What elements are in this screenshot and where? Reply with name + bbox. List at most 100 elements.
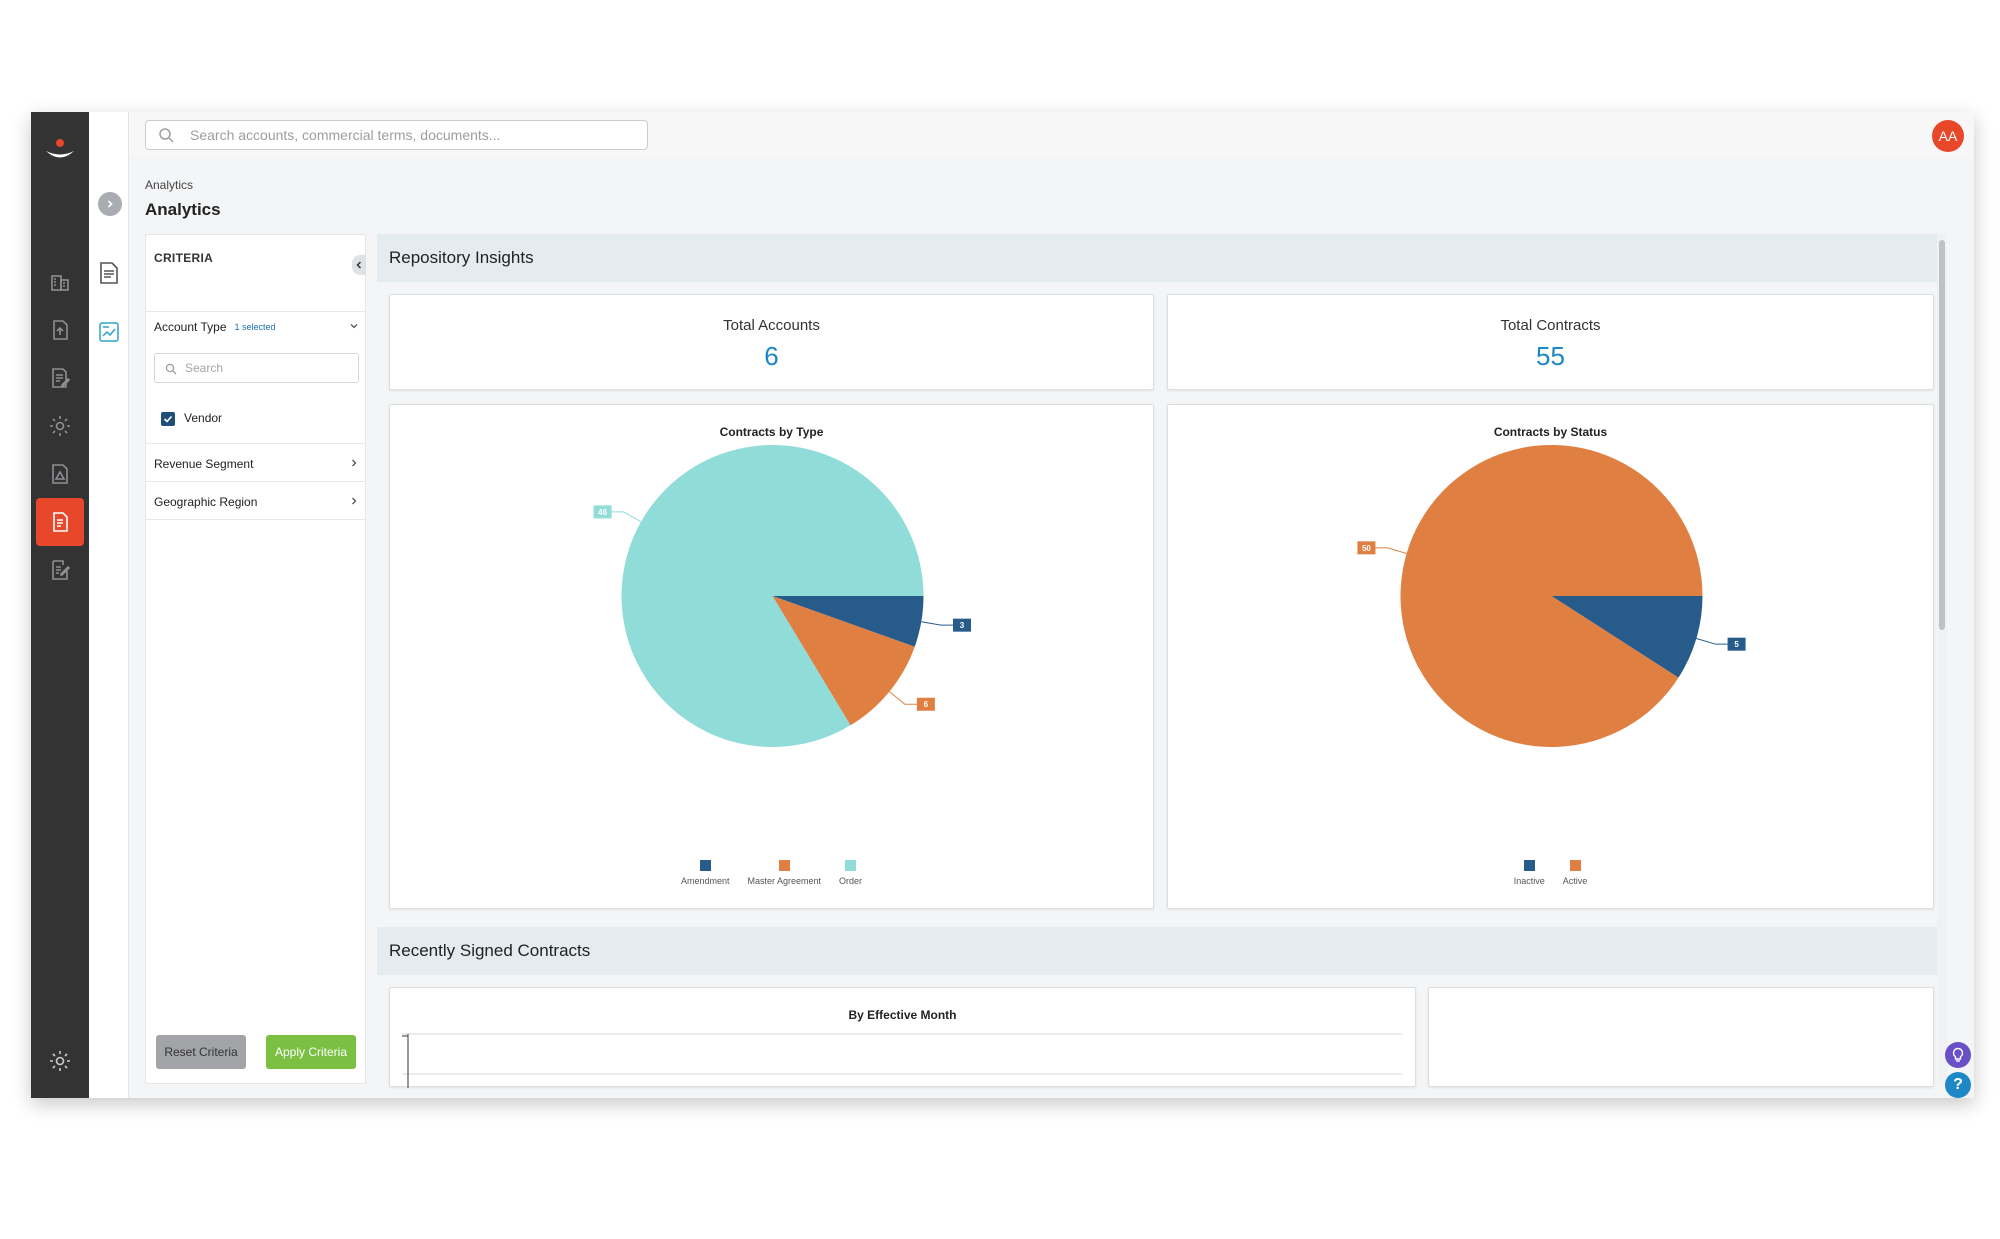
pie-data-label-box bbox=[593, 505, 612, 519]
rail-analytics-icon[interactable] bbox=[36, 498, 84, 546]
help-question-icon[interactable]: ? bbox=[1945, 1072, 1971, 1098]
main-content: Repository Insights Total Accounts 6 Tot… bbox=[377, 234, 1947, 1088]
legend-item[interactable]: Inactive bbox=[1514, 860, 1545, 886]
collapse-criteria-chevron-icon[interactable] bbox=[352, 255, 366, 275]
account-type-label: Account Type bbox=[154, 320, 227, 334]
pie-leader-line bbox=[1696, 638, 1728, 645]
search-icon bbox=[159, 128, 174, 143]
total-accounts-value[interactable]: 6 bbox=[764, 341, 779, 371]
global-search-input[interactable] bbox=[190, 125, 630, 145]
top-bar: AA bbox=[129, 112, 1974, 158]
checkmark-icon bbox=[163, 415, 173, 423]
account-type-selected-count: 1 selected bbox=[234, 322, 276, 332]
divider bbox=[146, 443, 365, 444]
contracts-by-status-card: Contracts by Status 5 50 Inactive Active bbox=[1167, 404, 1934, 909]
legend-item[interactable]: Master Agreement bbox=[747, 860, 821, 886]
criteria-title: CRITERIA bbox=[154, 251, 214, 265]
brand-logo-icon[interactable] bbox=[42, 134, 78, 164]
rail-edit-document-icon[interactable] bbox=[36, 354, 84, 402]
pie-leader-line bbox=[889, 691, 917, 705]
contracts-by-type-pie: 3 6 46 bbox=[593, 445, 971, 747]
pie-slice-active[interactable] bbox=[1400, 445, 1703, 747]
main-scrollbar[interactable] bbox=[1937, 234, 1947, 1084]
legend-item[interactable]: Active bbox=[1562, 860, 1588, 886]
pie-slice-amendment[interactable] bbox=[772, 596, 924, 647]
rail-bottom-settings-icon[interactable] bbox=[36, 1037, 84, 1085]
account-type-filter[interactable]: Account Type 1 selected bbox=[154, 317, 359, 337]
legend-label: Active bbox=[1562, 876, 1588, 886]
geographic-region-filter[interactable]: Geographic Region bbox=[154, 492, 359, 512]
pie-slice-order[interactable] bbox=[621, 445, 924, 747]
ideas-lightbulb-icon[interactable] bbox=[1945, 1042, 1971, 1068]
pie-data-label: 46 bbox=[598, 508, 607, 517]
criteria-search[interactable] bbox=[154, 353, 359, 383]
revenue-segment-label: Revenue Segment bbox=[154, 457, 254, 471]
legend-swatch bbox=[845, 860, 857, 871]
pie-data-label: 6 bbox=[924, 700, 929, 709]
total-accounts-label: Total Accounts bbox=[723, 317, 820, 334]
contracts-by-status-pie: 5 50 bbox=[1357, 445, 1746, 747]
recently-signed-heading: Recently Signed Contracts bbox=[377, 927, 1947, 975]
chevron-right-icon bbox=[352, 497, 357, 505]
legend-swatch bbox=[1523, 860, 1535, 871]
repository-insights-heading: Repository Insights bbox=[377, 234, 1947, 282]
breadcrumb[interactable]: Analytics bbox=[145, 178, 194, 192]
contracts-by-status-legend: Inactive Active bbox=[1168, 860, 1933, 886]
pie-data-label: 5 bbox=[1734, 640, 1739, 649]
criteria-search-input[interactable] bbox=[185, 361, 345, 375]
chart-title: Contracts by Type bbox=[719, 425, 824, 439]
rail-accounts-icon[interactable] bbox=[36, 258, 84, 306]
subnav-analytics-chart-icon[interactable] bbox=[95, 318, 123, 346]
vendor-label[interactable]: Vendor bbox=[184, 411, 223, 425]
divider bbox=[146, 311, 365, 312]
legend-label: Order bbox=[839, 876, 863, 886]
total-contracts-label: Total Contracts bbox=[1500, 317, 1601, 334]
contracts-by-type-legend: Amendment Master Agreement Order bbox=[390, 860, 1153, 886]
pie-data-label-box bbox=[952, 618, 971, 632]
main-rail bbox=[31, 112, 89, 1098]
pie-data-label-box bbox=[1357, 541, 1376, 555]
pie-leader-line bbox=[1375, 547, 1407, 554]
legend-item[interactable]: Order bbox=[839, 860, 862, 886]
pie-data-label-box bbox=[1727, 637, 1746, 651]
apply-criteria-button[interactable]: Apply Criteria bbox=[266, 1035, 356, 1069]
secondary-nav bbox=[89, 112, 129, 1098]
by-effective-month-card: By Effective Month bbox=[389, 987, 1416, 1088]
expand-nav-chevron-icon[interactable] bbox=[98, 192, 122, 216]
divider bbox=[146, 519, 365, 520]
legend-label: Amendment bbox=[680, 876, 730, 886]
rail-signature-icon[interactable] bbox=[36, 546, 84, 594]
scrollbar-thumb[interactable] bbox=[1939, 240, 1945, 630]
contracts-by-type-card: Contracts by Type 3 6 46 Amendment Master A… bbox=[389, 404, 1154, 909]
legend-swatch bbox=[778, 860, 790, 871]
page-title: Analytics bbox=[145, 200, 221, 219]
rail-upload-icon[interactable] bbox=[36, 306, 84, 354]
divider bbox=[146, 481, 365, 482]
revenue-segment-filter[interactable]: Revenue Segment bbox=[154, 454, 359, 474]
pie-data-label: 3 bbox=[960, 621, 965, 630]
criteria-panel: CRITERIA Account Type 1 selected Vendor … bbox=[145, 234, 366, 1084]
reset-criteria-button[interactable]: Reset Criteria bbox=[156, 1035, 246, 1069]
vendor-checkbox[interactable] bbox=[161, 412, 175, 426]
legend-label: Inactive bbox=[1513, 876, 1545, 886]
pie-data-label: 50 bbox=[1362, 544, 1371, 553]
rail-settings-icon[interactable] bbox=[36, 402, 84, 450]
total-contracts-card: Total Contracts 55 bbox=[1167, 294, 1934, 390]
user-avatar[interactable]: AA bbox=[1932, 120, 1964, 152]
pie-slice-inactive[interactable] bbox=[1551, 596, 1703, 678]
app-window: AA Analytics Analytics CRITERIA Account … bbox=[31, 112, 1974, 1098]
total-contracts-value[interactable]: 55 bbox=[1536, 341, 1565, 371]
legend-item[interactable]: Amendment bbox=[680, 860, 730, 886]
rail-report-icon[interactable] bbox=[36, 450, 84, 498]
search-icon bbox=[165, 363, 177, 375]
legend-swatch bbox=[699, 860, 711, 871]
pie-leader-line bbox=[921, 621, 953, 626]
subnav-document-icon[interactable] bbox=[95, 259, 123, 287]
pie-data-label-box bbox=[916, 697, 935, 711]
recent-contracts-secondary-card bbox=[1428, 987, 1934, 1087]
legend-swatch bbox=[1569, 860, 1581, 871]
chart-title: Contracts by Status bbox=[1493, 425, 1608, 439]
total-accounts-card: Total Accounts 6 bbox=[389, 294, 1154, 390]
global-search[interactable] bbox=[145, 120, 648, 150]
pie-slice-master-agreement[interactable] bbox=[772, 596, 915, 726]
